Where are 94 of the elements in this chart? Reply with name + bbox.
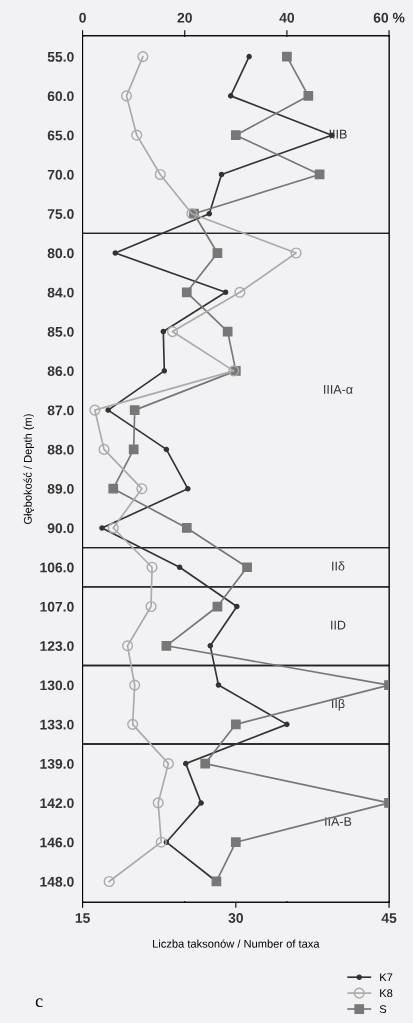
y-tick-label: 80.0 [47, 248, 74, 259]
point [98, 443, 110, 455]
point [103, 875, 115, 888]
y-tick-label: 90.0 [47, 523, 74, 534]
y-tick-label: 146.0 [40, 837, 74, 848]
y-tick-label: 142.0 [40, 798, 74, 809]
y-tick-label: 89.0 [47, 484, 74, 494]
legend-label: K8 [380, 989, 393, 998]
point [290, 247, 302, 259]
point [105, 407, 111, 413]
point [146, 561, 158, 573]
y-tick-label: 60.0 [47, 91, 74, 102]
point [120, 90, 133, 102]
x-tick-label: 45 [381, 913, 397, 923]
y-tick-label: 123.0 [40, 641, 74, 651]
point [166, 326, 179, 338]
point [108, 483, 119, 494]
point [215, 682, 222, 688]
point [218, 171, 225, 178]
y-tick-label: 86.0 [47, 366, 74, 377]
point [152, 797, 164, 809]
x2-tick-label: 0 [79, 12, 86, 23]
point [181, 523, 192, 533]
point [129, 405, 140, 415]
y-tick-label: 84.0 [47, 287, 74, 298]
point [89, 404, 101, 416]
point [222, 326, 233, 337]
point [182, 760, 189, 767]
y-tick-label: 106.0 [40, 562, 74, 573]
x2-tick-label: 60 % [373, 12, 405, 23]
point [176, 564, 183, 571]
x2-tick-label: 40 [279, 12, 295, 23]
point [246, 53, 252, 60]
point [198, 800, 204, 806]
point [136, 483, 148, 495]
point [131, 129, 143, 141]
y-tick-label: 88.0 [47, 444, 74, 455]
y-tick-label: 70.0 [47, 169, 74, 180]
legend-label: S [379, 1005, 387, 1014]
x-axis-title: Liczba taksonów / Number of taxa [153, 939, 320, 948]
point [242, 562, 252, 573]
y-tick-label: 107.0 [40, 601, 74, 612]
point [230, 719, 241, 730]
point [284, 721, 290, 728]
point [127, 718, 139, 730]
point [99, 525, 105, 531]
y-tick-label: 87.0 [47, 405, 74, 416]
y-tick-label: 65.0 [47, 130, 74, 141]
band-label: IID [331, 620, 346, 630]
point [230, 130, 241, 141]
point [112, 250, 119, 256]
y-tick-label: 85.0 [47, 326, 74, 337]
point [107, 522, 119, 534]
x-tick-label: 15 [75, 913, 90, 923]
band-label: IIIA-α [324, 385, 353, 394]
y-tick-label: 75.0 [47, 209, 74, 219]
point [200, 758, 211, 769]
point [129, 679, 141, 691]
band-label: IIA-B [325, 817, 352, 826]
point [137, 51, 149, 63]
y-tick-label: 148.0 [40, 876, 74, 887]
point [128, 444, 139, 455]
y-tick-label: 55.0 [47, 51, 74, 62]
point [227, 93, 234, 99]
band-label: IIβ [332, 698, 345, 711]
point [160, 328, 167, 335]
point [161, 640, 172, 651]
point [185, 485, 191, 492]
point [181, 287, 192, 298]
x-tick-label: 30 [228, 913, 243, 923]
point [222, 289, 229, 296]
point [207, 643, 214, 649]
y-tick-label: 139.0 [40, 758, 74, 769]
point [162, 758, 174, 770]
point [163, 446, 170, 453]
point [121, 640, 134, 652]
y-tick-label: 133.0 [40, 719, 74, 730]
point [282, 51, 292, 62]
x2-tick-label: 20 [177, 12, 192, 23]
point [145, 600, 157, 613]
point [212, 248, 223, 258]
point [230, 837, 241, 848]
point [234, 603, 240, 610]
y-axis-title: Głębokość / Depth (m) [23, 414, 34, 525]
point [303, 91, 314, 101]
y-tick-label: 130.0 [40, 680, 74, 691]
point [161, 368, 168, 374]
point [154, 168, 166, 181]
point [206, 210, 213, 217]
point [234, 286, 246, 298]
text: c [35, 998, 43, 1008]
legend-label: K7 [380, 973, 393, 982]
point [155, 836, 167, 848]
band-label: IIδ [332, 561, 345, 571]
